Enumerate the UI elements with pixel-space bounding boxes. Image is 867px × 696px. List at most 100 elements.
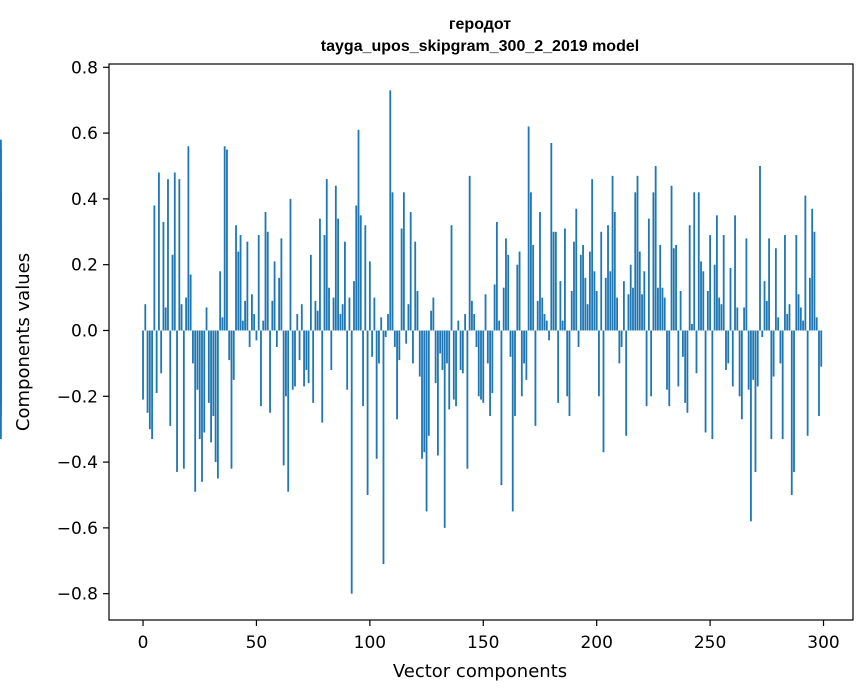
bar-255 [720,304,723,331]
bar-118 [409,212,412,331]
bar-91 [348,297,351,331]
bar-79 [321,330,324,423]
bar-16 [178,179,181,331]
y-tick-label-0: 0.0 [71,321,98,341]
bar-63 [285,330,287,397]
bar-132 [441,330,444,370]
bar-264 [740,330,743,420]
y-tick-label--0.6: −0.6 [57,519,98,539]
bar-33 [216,330,219,479]
bar-138 [455,330,457,407]
bar-163 [511,330,514,512]
y-tick-label-0.2: 0.2 [71,256,98,276]
x-axis-label: Vector components [393,661,567,682]
bar-244 [695,330,698,374]
bar-225 [652,192,655,331]
bar-288 [795,235,798,331]
bar-214 [627,294,630,331]
bar-177 [543,314,546,331]
bar-49 [253,314,256,331]
bar-8 [160,330,163,374]
bar-6 [155,330,158,393]
bar-53 [262,320,265,331]
bar-144 [468,175,471,331]
bars-group [0,90,823,594]
bar-114 [400,228,403,331]
bar-137 [452,330,455,400]
bar-268 [750,330,752,522]
x-tick-label-0: 0 [138,633,149,653]
bar-220 [641,294,643,331]
bar-240 [686,330,689,413]
bar-60 [278,277,281,331]
bar-210 [618,330,621,364]
bar-294 [809,277,811,331]
bar-242 [691,323,693,331]
bar-211 [620,330,623,347]
bar-98 [364,225,367,331]
bar-7 [158,172,160,331]
bar-150 [482,330,485,403]
bar-120 [414,241,417,331]
bar-176 [541,297,544,331]
bar-3 [148,330,151,430]
y-axis-ticks: −0.8 −0.6 −0.4 −0.2 0.0 0.2 0.4 0.6 0.8 [57,58,109,605]
bar-156 [495,221,498,331]
bar-172 [532,244,535,331]
bar-108 [387,314,389,331]
bar-193 [579,254,582,331]
bar-297 [815,317,818,331]
bar-37 [226,149,228,331]
bar-275 [765,300,768,331]
bar-158 [500,330,503,486]
bar-195 [584,277,587,331]
bar-47 [248,330,251,347]
bar-22 [192,330,194,364]
bar-283 [784,235,786,331]
y-tick-label--0.2: −0.2 [57,387,98,407]
bar-131 [439,330,442,354]
bar-152 [486,330,489,364]
bar-107 [384,330,387,338]
bar-272 [759,165,761,331]
x-tick-label-100: 100 [354,633,386,653]
bar-261 [734,215,736,331]
bar-85 [334,185,337,331]
bar-81 [325,179,328,331]
bar-64 [287,330,290,492]
bar-222 [645,330,648,407]
bar-19 [185,297,188,331]
bar-260 [731,330,734,387]
bar-82 [328,287,330,331]
bar-198 [591,179,594,331]
bar-75 [312,330,315,403]
bar-134 [446,330,448,364]
bar-174 [536,300,539,331]
bar-235 [675,244,677,331]
bar-56 [269,330,271,413]
bar-212 [623,281,625,331]
bar-259 [729,267,732,331]
bar-103 [375,330,378,459]
bar-286 [790,330,793,495]
bar-94 [355,205,358,331]
bar-undefined [0,139,2,331]
bar-175 [539,212,541,331]
bar-248 [704,330,707,433]
bar-188 [568,330,571,417]
bar-277 [770,330,773,440]
bar-46 [246,241,249,331]
bar-252 [713,264,716,331]
bar-72 [305,330,308,370]
bar-20 [187,146,190,331]
bar-23 [194,330,197,492]
bar-54 [264,212,267,331]
bar-142 [464,314,467,331]
bar-39 [230,330,233,469]
bar-24 [196,330,199,390]
bar-34 [219,271,222,331]
bar-282 [781,330,784,440]
bar-221 [643,271,646,331]
bar-207 [611,175,614,331]
bar-9 [162,221,165,331]
